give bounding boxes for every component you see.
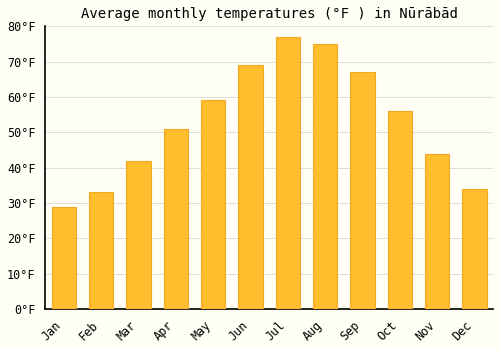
Bar — [164, 129, 188, 309]
Bar — [238, 65, 262, 309]
Title: Average monthly temperatures (°F ) in Nūrābād: Average monthly temperatures (°F ) in Nū… — [80, 7, 458, 21]
Bar — [52, 206, 76, 309]
Bar — [313, 44, 337, 309]
Bar — [350, 72, 374, 309]
Bar — [201, 100, 226, 309]
Bar — [388, 111, 412, 309]
Bar — [276, 37, 300, 309]
Bar — [425, 154, 449, 309]
Bar — [89, 193, 114, 309]
Bar — [126, 161, 150, 309]
Bar — [462, 189, 486, 309]
